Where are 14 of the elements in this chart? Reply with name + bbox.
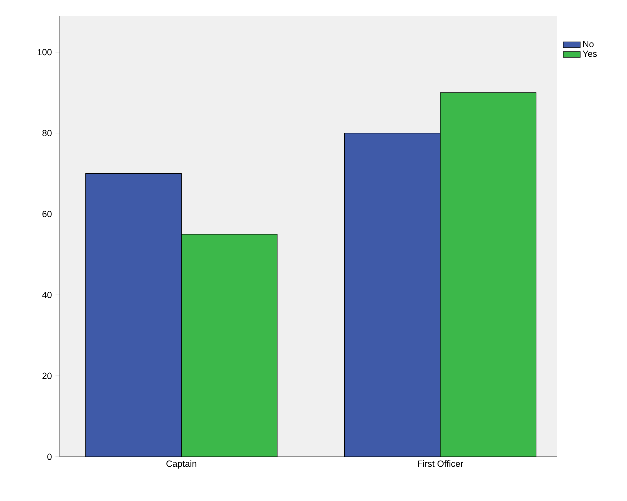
y-tick-label: 40 (42, 292, 52, 298)
legend-label: No (584, 41, 594, 48)
bar (344, 133, 441, 457)
legend-label: Yes (582, 50, 598, 58)
y-tick-label: 100 (38, 49, 52, 56)
y-tick-label: 60 (42, 211, 52, 218)
bar (182, 234, 278, 457)
x-tick-label: Captain (166, 460, 197, 469)
bar (440, 92, 537, 457)
y-tick-label: 20 (42, 372, 52, 380)
x-tick-label: First Officer (418, 460, 464, 468)
y-tick-label: 0 (48, 454, 52, 460)
bar (86, 174, 182, 457)
y-tick-label: 80 (42, 130, 52, 137)
